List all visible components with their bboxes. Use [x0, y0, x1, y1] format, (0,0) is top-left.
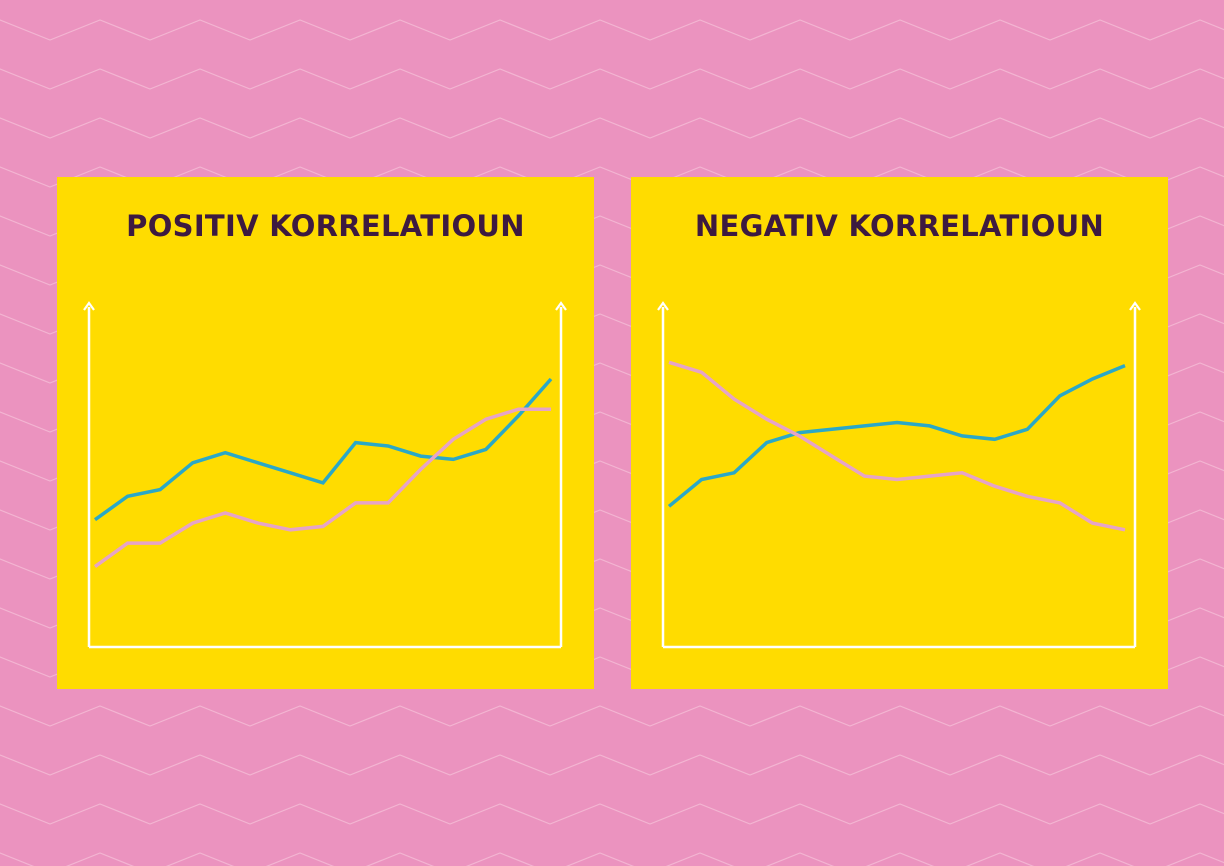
right-axis-arrow-icon [555, 301, 567, 311]
zigzag-line [0, 117, 1224, 139]
negative-correlation-chart [657, 301, 1141, 649]
zigzag-line [0, 754, 1224, 776]
zigzag-line [0, 803, 1224, 825]
zigzag-line [0, 852, 1224, 866]
zigzag-line [0, 705, 1224, 727]
pink-series-line [668, 360, 1126, 532]
zigzag-line [0, 19, 1224, 41]
right-axis-arrow-icon [1129, 301, 1141, 311]
positive-correlation-panel: POSITIV KORRELATIOUN [57, 177, 594, 689]
blue-series-line [667, 363, 1126, 508]
negative-correlation-panel: NEGATIV KORRELATIOUN [631, 177, 1168, 689]
left-axis-arrow-icon [657, 301, 669, 311]
pink-series-line [93, 407, 551, 569]
left-axis-arrow-icon [83, 301, 95, 311]
zigzag-line [0, 68, 1224, 90]
positive-correlation-chart [83, 301, 567, 649]
blue-series-line [93, 377, 553, 522]
